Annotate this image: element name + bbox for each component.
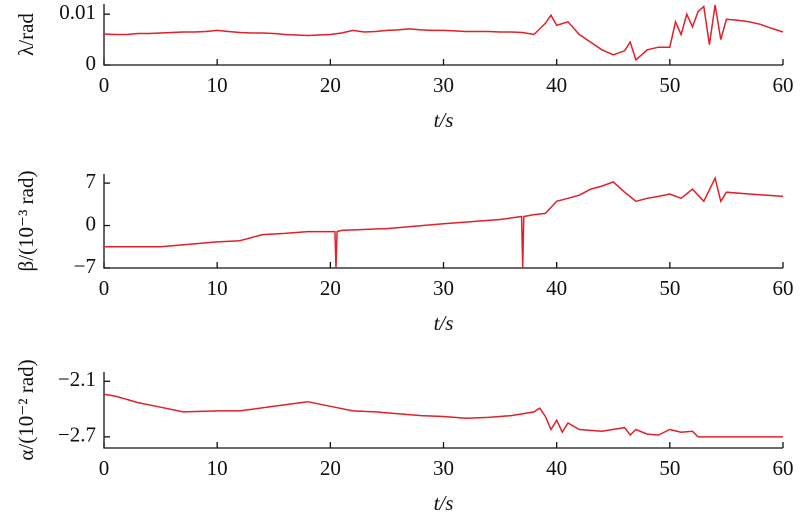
x-tick-label: 60 [773,73,794,97]
y-axis-label: λ/rad [14,13,38,56]
x-tick-label: 10 [207,456,228,480]
axes [103,174,783,269]
x-tick-label: 20 [320,276,341,300]
y-tick-label: 7 [86,169,97,193]
x-tick-label: 20 [320,456,341,480]
y-tick-label: −2.1 [58,367,96,391]
x-tick-label: 30 [433,73,454,97]
x-tick-label: 0 [99,276,110,300]
x-tick-label: 50 [659,456,680,480]
x-tick-label: 40 [546,276,567,300]
x-tick-label: 60 [773,456,794,480]
x-tick-label: 10 [207,276,228,300]
x-tick-label: 0 [99,456,110,480]
x-axis-label: t/s [434,491,454,515]
y-tick-label: −2.7 [58,423,96,447]
y-tick-label: 0 [86,211,97,235]
x-tick-label: 50 [659,276,680,300]
axes [103,372,783,449]
data-line [104,176,784,269]
x-axis-label: t/s [434,108,454,132]
y-axis-label: β/(10⁻³ rad) [14,171,38,272]
y-tick-label: 0 [86,51,97,75]
x-tick-label: 0 [99,73,110,97]
x-tick-label: 60 [773,276,794,300]
x-tick-label: 40 [546,73,567,97]
x-tick-label: 30 [433,276,454,300]
data-line [103,4,784,62]
data-line [103,393,783,438]
x-tick-label: 10 [207,73,228,97]
x-tick-label: 30 [433,456,454,480]
y-tick-label: −7 [74,254,96,278]
y-axis-label: α/(10⁻² rad) [14,359,38,460]
y-tick-label: 0.01 [59,0,96,24]
x-tick-label: 20 [320,73,341,97]
x-axis-label: t/s [434,311,454,335]
x-tick-label: 50 [659,73,680,97]
x-tick-label: 40 [546,456,567,480]
